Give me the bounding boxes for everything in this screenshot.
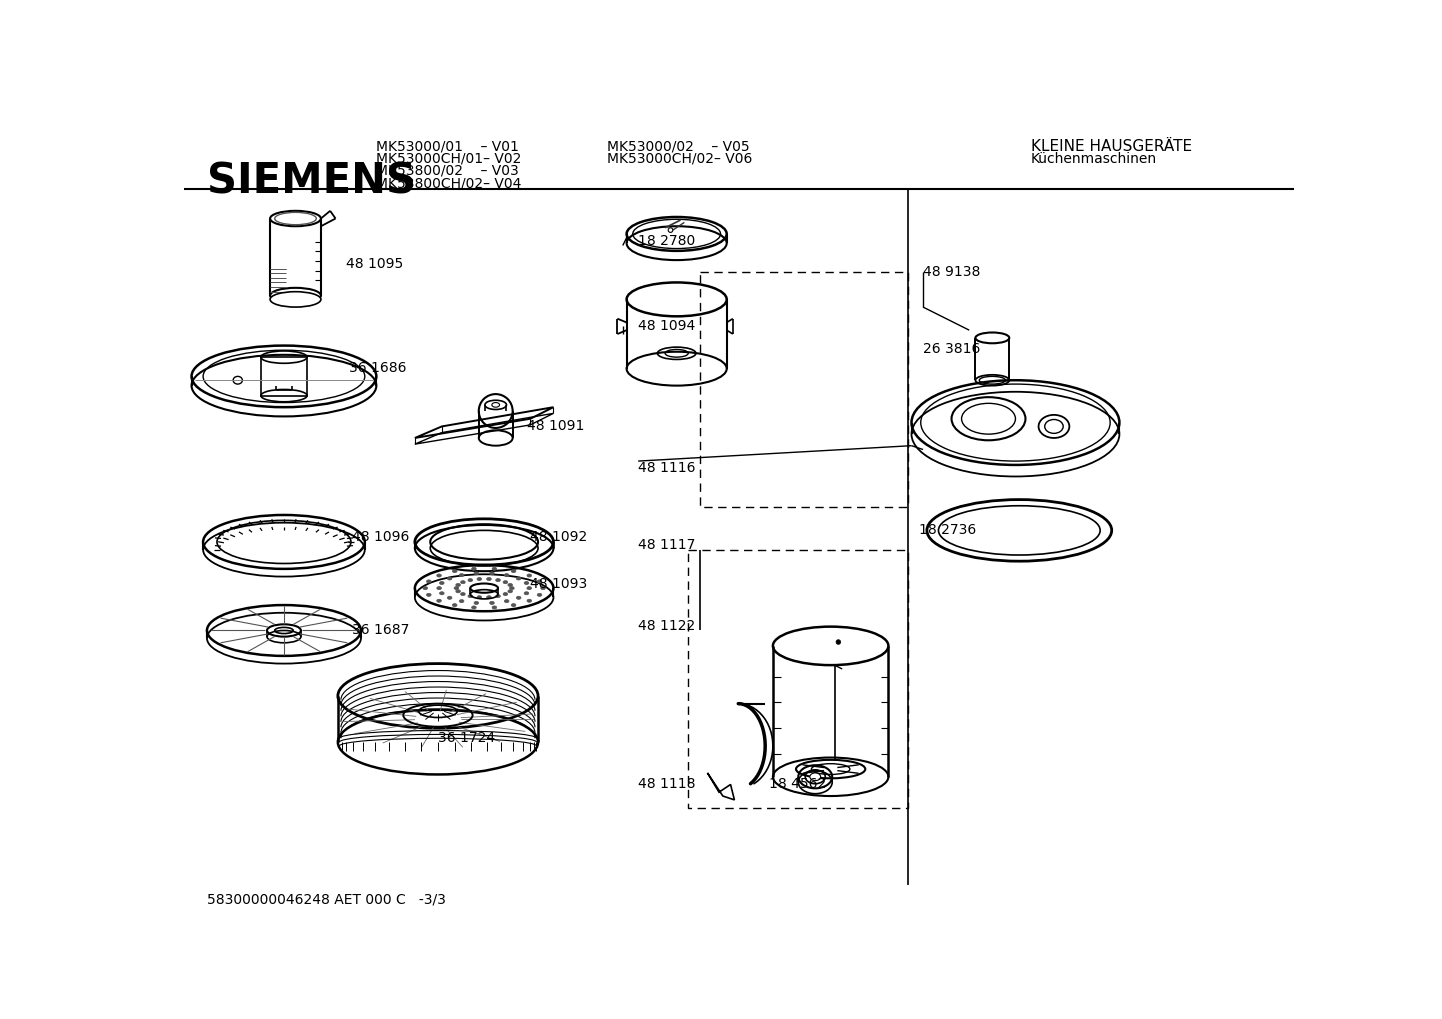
Ellipse shape [469, 595, 473, 598]
Ellipse shape [505, 599, 509, 602]
Ellipse shape [526, 599, 532, 602]
Ellipse shape [516, 577, 521, 580]
Ellipse shape [492, 606, 496, 609]
Text: 18 2736: 18 2736 [919, 523, 976, 537]
Text: MK53000CH/02– V06: MK53000CH/02– V06 [607, 152, 753, 165]
Text: 26 3816: 26 3816 [923, 341, 981, 356]
Text: 36 1687: 36 1687 [352, 623, 410, 637]
Ellipse shape [453, 603, 457, 606]
Ellipse shape [538, 593, 542, 596]
Text: MK53800CH/02– V04: MK53800CH/02– V04 [376, 176, 522, 191]
Ellipse shape [526, 574, 532, 577]
Ellipse shape [427, 580, 431, 583]
Ellipse shape [525, 592, 529, 595]
Text: Küchenmaschinen: Küchenmaschinen [1031, 152, 1156, 166]
Ellipse shape [460, 592, 466, 596]
Ellipse shape [503, 581, 508, 584]
Ellipse shape [541, 587, 545, 590]
Ellipse shape [490, 601, 495, 604]
Ellipse shape [423, 587, 428, 590]
Text: 48 9138: 48 9138 [923, 265, 981, 279]
Ellipse shape [526, 587, 532, 590]
Text: 36 1686: 36 1686 [349, 361, 407, 375]
Ellipse shape [492, 403, 499, 408]
Text: 18 4562: 18 4562 [769, 776, 826, 791]
Text: 48 1095: 48 1095 [346, 257, 402, 271]
Ellipse shape [508, 590, 512, 593]
Ellipse shape [490, 572, 495, 575]
Ellipse shape [437, 599, 441, 602]
Ellipse shape [456, 590, 460, 593]
Ellipse shape [460, 574, 464, 577]
Bar [699, 272, 907, 507]
Ellipse shape [474, 601, 479, 604]
Ellipse shape [472, 606, 476, 609]
Ellipse shape [472, 568, 476, 571]
Text: 58300000046248 AET 000 C   -3/3: 58300000046248 AET 000 C -3/3 [208, 893, 446, 906]
Ellipse shape [477, 596, 482, 599]
Ellipse shape [836, 640, 841, 644]
Ellipse shape [456, 584, 460, 587]
Ellipse shape [512, 603, 516, 606]
Ellipse shape [453, 570, 457, 573]
Ellipse shape [516, 596, 521, 599]
Text: 48 1096: 48 1096 [352, 530, 410, 544]
Text: MK53000CH/01– V02: MK53000CH/01– V02 [376, 152, 522, 165]
Ellipse shape [477, 578, 482, 581]
Text: 36 1724: 36 1724 [438, 731, 495, 745]
Ellipse shape [525, 582, 529, 585]
Text: KLEINE HAUSGERÄTE: KLEINE HAUSGERÄTE [1031, 140, 1193, 154]
Ellipse shape [270, 291, 322, 307]
Text: 48 1091: 48 1091 [526, 419, 584, 433]
Ellipse shape [505, 574, 509, 577]
Bar [688, 549, 907, 808]
Ellipse shape [447, 577, 451, 580]
Text: 18 2780: 18 2780 [639, 234, 695, 248]
Ellipse shape [512, 570, 516, 573]
Ellipse shape [440, 592, 444, 595]
Text: 48 1094: 48 1094 [639, 319, 695, 332]
Text: 48 1093: 48 1093 [531, 577, 587, 591]
Text: 48 1122: 48 1122 [639, 619, 695, 633]
Text: 48 1116: 48 1116 [639, 461, 695, 475]
Ellipse shape [538, 580, 542, 583]
Text: 48 1092: 48 1092 [531, 530, 587, 544]
Ellipse shape [460, 581, 466, 584]
Text: 48 1118: 48 1118 [639, 776, 695, 791]
Ellipse shape [486, 596, 492, 599]
Ellipse shape [460, 599, 464, 602]
Bar [261, 357, 307, 395]
Ellipse shape [437, 587, 441, 590]
Ellipse shape [496, 595, 500, 598]
Ellipse shape [469, 579, 473, 582]
Ellipse shape [496, 579, 500, 582]
Text: MK53800/02    – V03: MK53800/02 – V03 [376, 164, 519, 178]
Ellipse shape [486, 578, 492, 581]
Text: SIEMENS: SIEMENS [208, 161, 415, 203]
Ellipse shape [492, 568, 496, 571]
Ellipse shape [503, 592, 508, 596]
Text: 48 1117: 48 1117 [639, 538, 695, 552]
Ellipse shape [437, 574, 441, 577]
Ellipse shape [474, 572, 479, 575]
Ellipse shape [509, 587, 515, 590]
Text: MK53000/01    – V01: MK53000/01 – V01 [376, 140, 519, 153]
Text: MK53000/02    – V05: MK53000/02 – V05 [607, 140, 750, 153]
Ellipse shape [454, 587, 459, 590]
Ellipse shape [447, 596, 451, 599]
Ellipse shape [508, 584, 512, 587]
Ellipse shape [668, 228, 673, 232]
Ellipse shape [440, 582, 444, 585]
Ellipse shape [810, 773, 820, 781]
Ellipse shape [427, 593, 431, 596]
